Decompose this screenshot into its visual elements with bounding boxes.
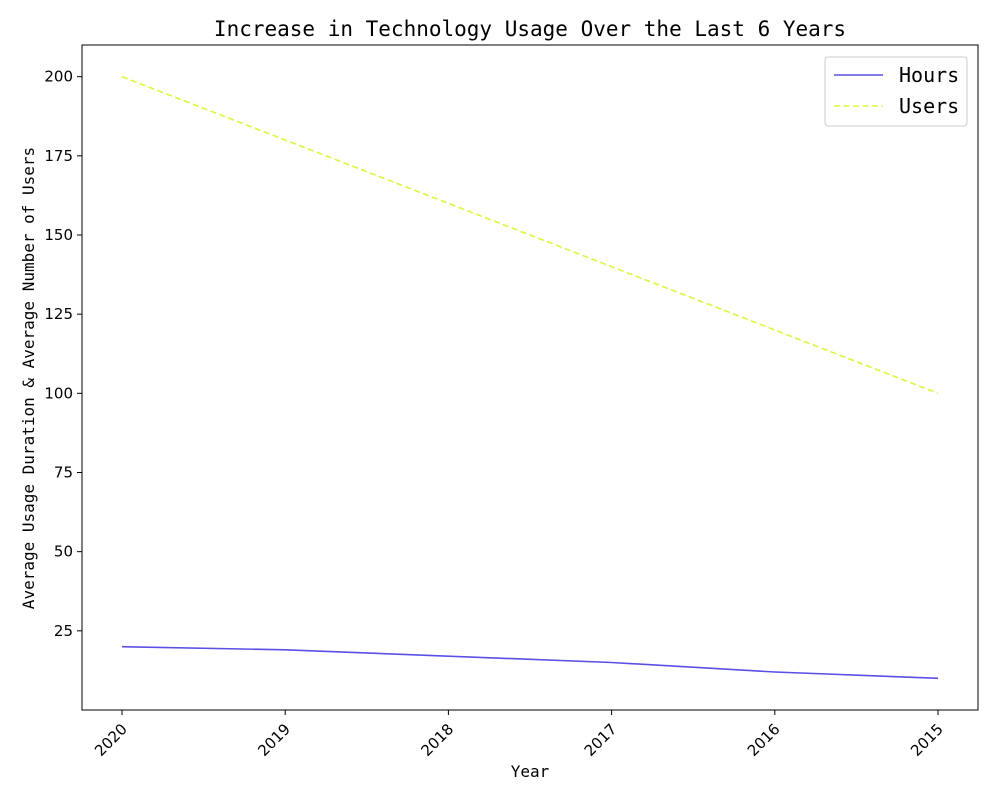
y-tick-label: 50 [54,543,73,561]
x-axis-label: Year [511,762,550,781]
y-tick-label: 75 [54,464,73,482]
x-tick-label: 2018 [417,720,457,760]
x-tick-label: 2020 [91,720,131,760]
y-axis: 25 50 75 100 125 150 175 200 [44,68,82,640]
y-tick-label: 175 [44,147,73,165]
series-line-users [121,75,939,395]
y-axis-label: Average Usage Duration & Average Number … [19,147,38,609]
legend: Hours Users [824,56,968,127]
y-tick-label: 125 [44,305,73,323]
y-tick-label: 25 [54,622,73,640]
legend-items: Hours Users [834,63,959,118]
x-tick-label: 2015 [907,720,947,760]
x-tick-label: 2017 [581,720,621,760]
x-axis: 2020 2019 2018 2017 2016 2015 [91,710,947,760]
plot-frame [81,44,979,711]
legend-label-users: Users [899,94,959,118]
series-line-hours [121,645,939,680]
y-tick-label: 200 [44,68,73,86]
y-tick-label: 150 [44,226,73,244]
x-tick-label: 2019 [254,720,294,760]
plot-area [81,44,979,711]
legend-label-hours: Hours [899,63,959,87]
y-tick-label: 100 [44,384,73,402]
series-layer [121,75,939,680]
x-tick-label: 2016 [744,720,784,760]
chart-title: Increase in Technology Usage Over the La… [214,17,846,41]
